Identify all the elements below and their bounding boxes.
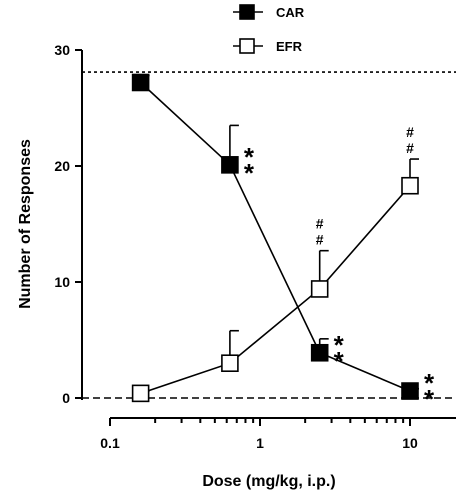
significance-mark: # [406,124,414,140]
series-car: ****** [131,73,435,414]
data-point [131,73,150,92]
x-tick-label: 0.1 [100,435,120,451]
series-efr: #### [131,124,419,403]
series-layer: ******#### [131,73,435,414]
significance-mark: * [334,346,345,376]
legend-label-efr: EFR [276,39,303,54]
series-line [140,185,411,395]
y-tick-label: 0 [62,390,70,406]
data-point [221,156,239,174]
significance-mark: # [316,232,324,248]
legend-label-car: CAR [276,5,305,20]
reference-lines [82,71,456,399]
significance-mark: # [316,216,324,232]
axes: 0 10 20 30 0.1 1 10 [54,42,456,451]
y-tick-label: 20 [54,158,70,174]
x-tick-label: 1 [256,435,264,451]
data-point [401,382,419,400]
legend: CAR EFR [233,4,305,54]
data-point [310,280,329,298]
significance-mark: * [424,384,435,414]
significance-mark: * [334,330,345,360]
significance-mark: * [244,158,255,188]
legend-marker [239,4,255,20]
x-tick-label: 10 [402,435,418,451]
y-axis-label: Number of Responses [17,139,34,309]
data-point [221,354,239,373]
significance-mark: * [424,368,435,398]
significance-mark: * [244,142,255,172]
legend-marker [239,38,255,54]
y-tick-label: 30 [54,42,70,58]
x-axis-label: Dose (mg/kg, i.p.) [202,473,335,490]
data-point [310,343,329,362]
significance-mark: # [406,140,414,156]
y-tick-label: 10 [54,274,70,290]
series-line [140,81,411,392]
data-point [401,176,419,195]
data-point [131,384,150,403]
